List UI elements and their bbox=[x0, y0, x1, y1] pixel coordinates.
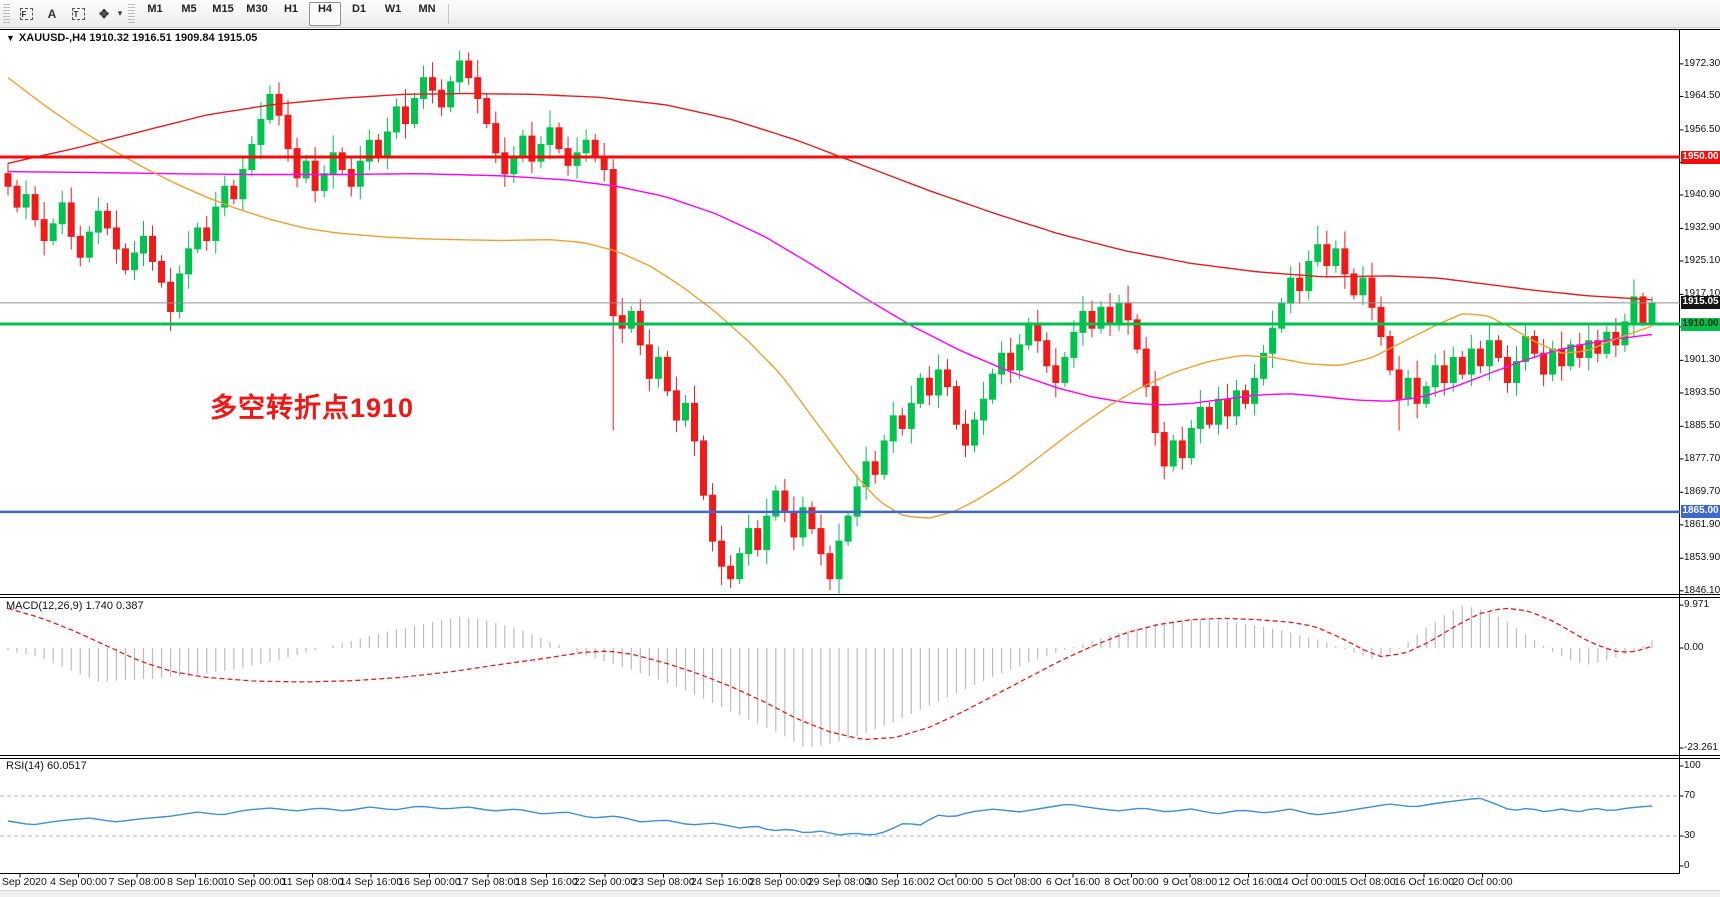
date-axis-label: 2 Sep 2020 bbox=[0, 876, 47, 888]
date-axis-label: 15 Oct 08:00 bbox=[1335, 876, 1396, 888]
price-level-badge: 1910.00 bbox=[1681, 317, 1720, 331]
date-axis-label: 10 Sep 00:00 bbox=[222, 876, 286, 888]
chart-frame bbox=[0, 29, 1720, 874]
window-bottom-edge bbox=[0, 890, 1720, 897]
timeframe-button-m30[interactable]: M30 bbox=[246, 2, 268, 15]
macd-histogram bbox=[7, 605, 1653, 747]
timeframe-button-h1[interactable]: H1 bbox=[283, 2, 299, 15]
rsi-scale-label: 30 bbox=[1684, 830, 1696, 841]
date-axis-label: 24 Sep 16:00 bbox=[690, 876, 754, 888]
date-axis-label: 9 Oct 08:00 bbox=[1162, 876, 1218, 888]
date-axis-label: 14 Oct 00:00 bbox=[1276, 876, 1338, 888]
price-scale-label: 1861.90 bbox=[1684, 518, 1720, 530]
drawing-tools-group: F A T ✥ bbox=[13, 2, 117, 26]
chart-template-icon[interactable]: F bbox=[13, 2, 39, 26]
timeframe-button-m15[interactable]: M15 bbox=[212, 2, 234, 15]
price-scale-label: 1972.30 bbox=[1684, 57, 1720, 69]
price-scale-label: 1925.10 bbox=[1684, 254, 1720, 266]
chart-annotation-text: 多空转折点1910 bbox=[210, 393, 415, 423]
rsi-scale-label: 0 bbox=[1684, 860, 1690, 871]
price-scale-label: 1869.70 bbox=[1684, 486, 1720, 498]
date-axis-label: 8 Oct 00:00 bbox=[1104, 876, 1159, 888]
date-axis-label: 4 Sep 00:00 bbox=[50, 876, 107, 888]
toolbar-separator bbox=[448, 3, 449, 24]
timeframe-button-h4[interactable]: H4 bbox=[309, 1, 341, 26]
timeframe-button-w1[interactable]: W1 bbox=[384, 2, 402, 15]
date-axis-label: 16 Sep 00:00 bbox=[398, 876, 461, 888]
price-scale-label: 1917.10 bbox=[1684, 288, 1720, 300]
ma-mid-magenta bbox=[7, 170, 1653, 406]
cursor-arrows-tool-icon[interactable]: ✥ bbox=[98, 6, 110, 21]
date-axis-label: 8 Sep 16:00 bbox=[167, 876, 224, 888]
timeframe-buttons-group: M1 M5 M15 M30 H1 H4 D1 W1 MN bbox=[138, 1, 444, 26]
timeframe-button-d1[interactable]: D1 bbox=[351, 2, 367, 15]
timeframe-button-m1[interactable]: M1 bbox=[147, 2, 163, 15]
rsi-scale-label: 100 bbox=[1684, 760, 1701, 771]
timeframe-button-mn[interactable]: MN bbox=[418, 2, 436, 15]
macd-scale-label: 9.971 bbox=[1684, 599, 1710, 611]
price-scale-label: 1893.50 bbox=[1684, 386, 1720, 398]
ma-fast-orange bbox=[7, 77, 1653, 519]
date-axis-label: 22 Sep 00:00 bbox=[573, 876, 637, 888]
price-scale-label: 1877.70 bbox=[1684, 452, 1720, 464]
date-axis-label: 17 Sep 08:00 bbox=[456, 876, 520, 888]
price-level-badge: 1950.00 bbox=[1681, 150, 1720, 164]
price-scale-label: 1956.50 bbox=[1684, 123, 1720, 135]
date-axis-label: 20 Oct 00:00 bbox=[1452, 876, 1513, 888]
date-axis-label: 29 Sep 08:00 bbox=[807, 876, 871, 888]
date-axis-label: 23 Sep 08:00 bbox=[632, 876, 695, 888]
price-scale-label: 1846.10 bbox=[1684, 584, 1720, 596]
price-scale-label: 1940.90 bbox=[1684, 188, 1720, 200]
date-axis-label: 6 Oct 16:00 bbox=[1045, 876, 1101, 888]
horizontal-level-lines bbox=[0, 155, 1680, 514]
price-level-badge: 1915.05 bbox=[1681, 296, 1720, 310]
toolbar: F A T ✥ ▾ M1 M5 M15 M30 H1 H4 D1 W1 MN bbox=[0, 0, 1720, 28]
date-axis-label: 2 Oct 00:00 bbox=[928, 876, 984, 888]
date-axis-label: 5 Oct 08:00 bbox=[987, 876, 1042, 888]
chart-title-text: XAUUSD-,H4 1910.32 1916.51 1909.84 1915.… bbox=[18, 32, 258, 44]
macd-scale-label: -23.261 bbox=[1684, 742, 1718, 754]
date-axis-label: 12 Oct 16:00 bbox=[1218, 876, 1279, 888]
axis-ticks bbox=[19, 63, 1684, 878]
macd-indicator-label: MACD(12,26,9) 1.740 0.387 bbox=[6, 600, 144, 612]
date-axis-label: 14 Sep 16:00 bbox=[339, 876, 403, 888]
rsi-line bbox=[7, 797, 1653, 836]
rsi-scale-label: 70 bbox=[1684, 790, 1696, 801]
toolbar-drag-handle[interactable] bbox=[3, 3, 10, 24]
price-scale-label: 1901.30 bbox=[1684, 354, 1720, 366]
macd-signal-line bbox=[7, 607, 1653, 741]
chart-title: ▼ XAUUSD-,H4 1910.32 1916.51 1909.84 1915… bbox=[6, 32, 257, 44]
text-tool-icon[interactable]: T bbox=[65, 2, 91, 26]
price-scale-label: 1932.90 bbox=[1684, 222, 1720, 234]
chart-menu-caret-icon[interactable]: ▼ bbox=[6, 33, 15, 43]
date-axis-label: 16 Oct 16:00 bbox=[1393, 876, 1455, 888]
price-level-badge: 1865.00 bbox=[1681, 505, 1720, 519]
date-axis-label: 18 Sep 16:00 bbox=[515, 876, 578, 888]
macd-scale-label: 0.00 bbox=[1684, 642, 1704, 653]
date-axis-label: 30 Sep 16:00 bbox=[866, 876, 929, 888]
toolbar-drag-handle[interactable] bbox=[128, 3, 135, 24]
price-scale-label: 1964.50 bbox=[1684, 90, 1720, 102]
price-scale-label: 1885.50 bbox=[1684, 420, 1720, 432]
rsi-indicator-label: RSI(14) 60.0517 bbox=[6, 760, 87, 772]
timeframe-button-m5[interactable]: M5 bbox=[181, 2, 197, 15]
label-a-tool-icon[interactable]: A bbox=[47, 6, 57, 21]
date-axis-label: 28 Sep 00:00 bbox=[749, 876, 812, 888]
ma-slow-red bbox=[7, 92, 1653, 301]
date-axis-label: 11 Sep 08:00 bbox=[281, 876, 344, 888]
date-axis-label: 7 Sep 08:00 bbox=[108, 876, 166, 888]
dropdown-caret-icon[interactable]: ▾ bbox=[117, 8, 123, 18]
price-scale-label: 1853.90 bbox=[1684, 552, 1720, 564]
